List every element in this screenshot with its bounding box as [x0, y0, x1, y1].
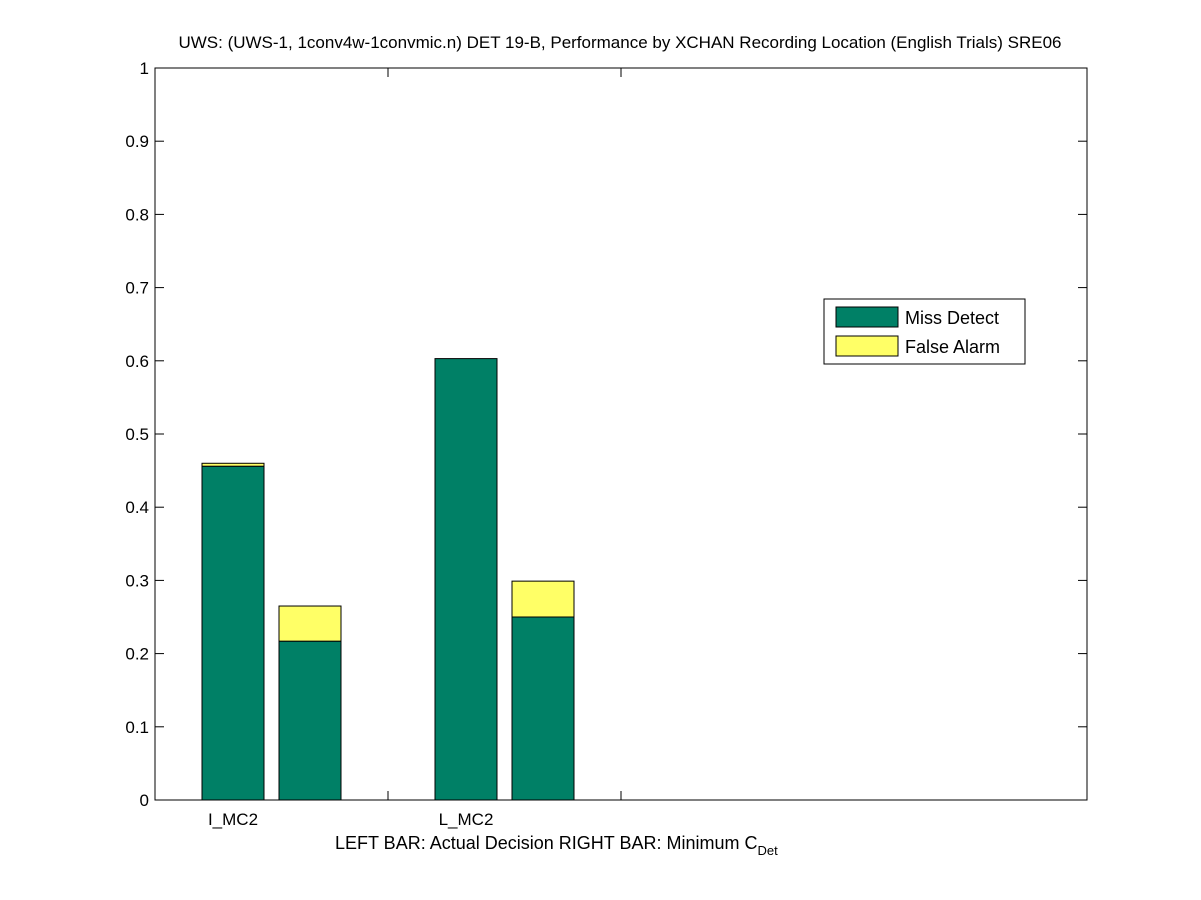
x-axis-label-subscript: Det: [757, 843, 778, 858]
y-tick-label: 0.9: [125, 132, 149, 151]
bar-segment: [511, 616, 575, 801]
bar-segment: [278, 605, 342, 642]
legend-label: Miss Detect: [905, 308, 999, 328]
y-tick-label: 0.8: [125, 205, 149, 224]
y-tick-label: 0.5: [125, 425, 149, 444]
x-axis-label-left: LEFT BAR: Actual Decision: [335, 833, 554, 853]
y-tick-label: 0.6: [125, 352, 149, 371]
legend-swatch: [835, 306, 899, 328]
bar-segment: [201, 462, 265, 467]
y-tick-label: 0.2: [125, 645, 149, 664]
x-tick-label: I_MC2: [208, 810, 258, 829]
x-axis-label: LEFT BAR: Actual Decision RIGHT BAR: Min…: [335, 833, 778, 858]
y-tick-label: 0.4: [125, 498, 149, 517]
legend-label: False Alarm: [905, 337, 1000, 357]
bar-segment: [434, 358, 498, 801]
y-tick-label: 1: [140, 59, 149, 78]
chart-title: UWS: (UWS-1, 1conv4w-1convmic.n) DET 19-…: [178, 33, 1062, 52]
y-tick-label: 0.1: [125, 718, 149, 737]
x-tick-label: L_MC2: [439, 810, 494, 829]
x-axis-label-right: RIGHT BAR: Minimum C: [558, 833, 758, 853]
y-tick-label: 0: [140, 791, 149, 810]
bar-segment: [201, 465, 265, 801]
y-tick-label: 0.3: [125, 571, 149, 590]
bar-segment: [278, 640, 342, 801]
bar-segment: [511, 580, 575, 618]
legend-swatch: [835, 335, 899, 357]
y-tick-label: 0.7: [125, 279, 149, 298]
